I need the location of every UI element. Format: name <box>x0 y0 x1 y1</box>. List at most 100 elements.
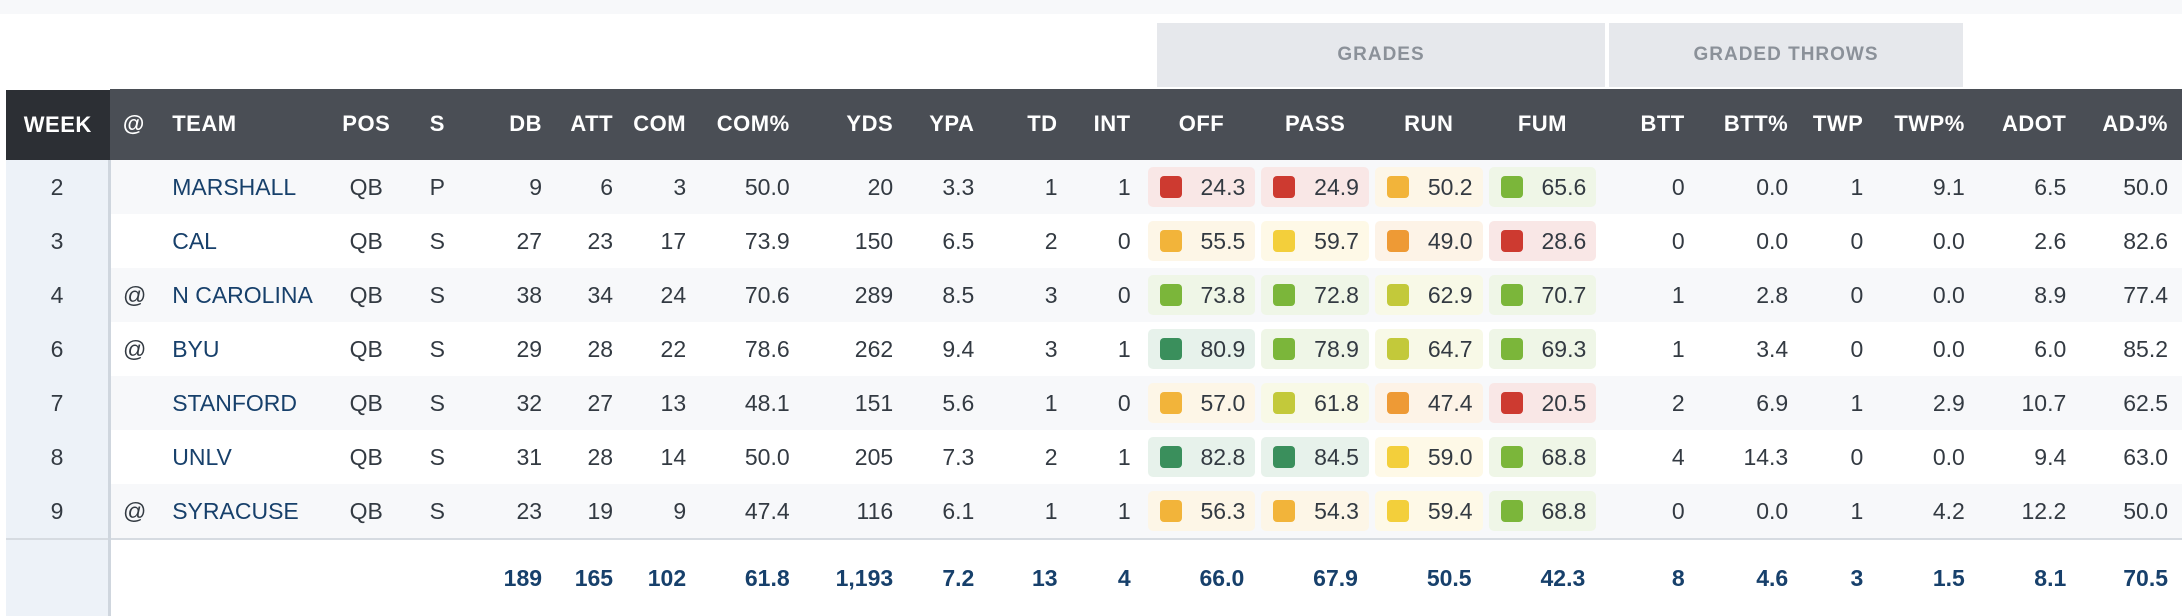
team-cell[interactable]: SYRACUSE <box>158 484 331 539</box>
table-row[interactable]: 8 UNLV QB S 31 28 14 50.0 205 7.3 2 1 82.8 84.5 59.0 68… <box>6 430 2182 484</box>
pass-grade-value: 72.8 <box>1314 281 1359 308</box>
pos-cell: QB <box>330 322 402 376</box>
col-at[interactable]: @ <box>109 88 159 160</box>
col-btt[interactable]: BTT <box>1599 88 1699 160</box>
graded-throws-group-header: GRADED THROWS <box>1609 23 1963 87</box>
total-twp-pct: 1.5 <box>1877 538 1979 616</box>
table-row[interactable]: 2 MARSHALL QB P 9 6 3 50.0 20 3.3 1 1 24.3 24.9 50.2 65… <box>6 160 2182 214</box>
int-cell: 0 <box>1071 268 1145 322</box>
btt-pct-cell: 2.8 <box>1698 268 1803 322</box>
col-td[interactable]: TD <box>988 88 1072 160</box>
pass-grade-cell: 78.9 <box>1258 322 1372 376</box>
team-cell[interactable]: MARSHALL <box>158 160 331 214</box>
com-cell: 9 <box>627 484 701 539</box>
td-cell: 1 <box>988 484 1072 539</box>
pass-grade-value: 54.3 <box>1314 497 1359 524</box>
db-cell: 23 <box>472 484 557 539</box>
team-cell[interactable]: UNLV <box>158 430 331 484</box>
col-week[interactable]: WEEK <box>6 87 110 160</box>
btt-cell: 2 <box>1599 376 1699 430</box>
col-twp-pct[interactable]: TWP% <box>1877 88 1979 160</box>
com-cell: 3 <box>627 160 701 214</box>
col-pass[interactable]: PASS <box>1258 88 1372 160</box>
col-btt-pct[interactable]: BTT% <box>1698 88 1803 160</box>
com-cell: 14 <box>627 430 701 484</box>
total-yds: 1,193 <box>803 538 908 616</box>
twp-pct-cell: 9.1 <box>1877 160 1979 214</box>
run-grade-badge: 64.7 <box>1374 329 1483 369</box>
col-adj-pct[interactable]: ADJ% <box>2080 88 2182 160</box>
run-grade-value: 64.7 <box>1427 335 1473 362</box>
col-fum[interactable]: FUM <box>1485 88 1600 160</box>
col-yds[interactable]: YDS <box>803 88 908 160</box>
table-row[interactable]: 6 @ BYU QB S 29 28 22 78.6 262 9.4 3 1 80.9 78.9 64.7 69… <box>6 322 2182 376</box>
team-cell[interactable]: STANFORD <box>158 376 331 430</box>
com-cell: 24 <box>627 268 701 322</box>
td-cell: 1 <box>988 376 1072 430</box>
grade-swatch-icon <box>1386 392 1409 414</box>
off-grade-cell: 56.3 <box>1144 484 1259 539</box>
ypa-cell: 3.3 <box>907 160 989 214</box>
fum-grade-badge: 69.3 <box>1488 329 1597 369</box>
pass-grade-cell: 84.5 <box>1258 430 1372 484</box>
att-cell: 23 <box>556 214 628 268</box>
grade-swatch-icon <box>1386 284 1409 306</box>
off-grade-cell: 82.8 <box>1144 430 1259 484</box>
twp-cell: 1 <box>1802 376 1878 430</box>
adot-cell: 12.2 <box>1978 484 2081 539</box>
col-off[interactable]: OFF <box>1144 88 1259 160</box>
total-td: 13 <box>988 538 1072 616</box>
total-btt-pct: 4.6 <box>1698 538 1803 616</box>
col-int[interactable]: INT <box>1071 88 1145 160</box>
fum-grade-cell: 69.3 <box>1485 322 1600 376</box>
com-pct-cell: 73.9 <box>700 214 804 268</box>
col-db[interactable]: DB <box>472 88 557 160</box>
s-cell: S <box>401 430 473 484</box>
col-team[interactable]: TEAM <box>158 88 331 160</box>
table-row[interactable]: 9 @ SYRACUSE QB S 23 19 9 47.4 116 6.1 1 1 56.3 54.3 59… <box>6 484 2182 539</box>
int-cell: 1 <box>1071 484 1145 539</box>
pass-grade-cell: 24.9 <box>1258 160 1372 214</box>
fum-grade-cell: 70.7 <box>1485 268 1600 322</box>
col-adot[interactable]: ADOT <box>1978 88 2081 160</box>
pass-grade-cell: 72.8 <box>1258 268 1372 322</box>
fum-grade-badge: 65.6 <box>1488 167 1597 207</box>
col-twp[interactable]: TWP <box>1802 88 1878 160</box>
table-row[interactable]: 4 @ N CAROLINA QB S 38 34 24 70.6 289 8.5 3 0 73.8 72.… <box>6 268 2182 322</box>
col-ypa[interactable]: YPA <box>907 88 989 160</box>
at-cell: @ <box>109 268 159 322</box>
at-cell <box>109 160 159 214</box>
run-grade-value: 49.0 <box>1427 227 1473 254</box>
table-row[interactable]: 3 CAL QB S 27 23 17 73.9 150 6.5 2 0 55.5 59.7 49.0 28.… <box>6 214 2182 268</box>
pass-grade-badge: 54.3 <box>1261 491 1369 531</box>
twp-pct-cell: 0.0 <box>1877 214 1979 268</box>
col-run[interactable]: RUN <box>1371 88 1486 160</box>
grade-swatch-icon <box>1386 338 1409 360</box>
grade-swatch-icon <box>1273 500 1296 522</box>
pass-grade-value: 24.9 <box>1314 173 1359 200</box>
grade-swatch-icon <box>1273 446 1296 468</box>
fum-grade-badge: 70.7 <box>1488 275 1597 315</box>
twp-pct-cell: 2.9 <box>1877 376 1979 430</box>
run-grade-badge: 59.0 <box>1374 437 1483 477</box>
team-cell[interactable]: CAL <box>158 214 331 268</box>
db-cell: 27 <box>472 214 557 268</box>
col-s[interactable]: S <box>401 88 473 160</box>
team-cell[interactable]: N CAROLINA <box>158 268 331 322</box>
team-cell[interactable]: BYU <box>158 322 331 376</box>
adot-cell: 10.7 <box>1978 376 2081 430</box>
week-cell: 3 <box>6 214 112 268</box>
col-com[interactable]: COM <box>627 88 701 160</box>
week-cell: 9 <box>6 484 112 539</box>
col-com-pct[interactable]: COM% <box>700 88 804 160</box>
col-pos[interactable]: POS <box>330 88 402 160</box>
run-grade-cell: 62.9 <box>1371 268 1486 322</box>
pass-grade-badge: 84.5 <box>1261 437 1369 477</box>
run-grade-badge: 50.2 <box>1374 167 1483 207</box>
pos-cell: QB <box>330 214 402 268</box>
table-row[interactable]: 7 STANFORD QB S 32 27 13 48.1 151 5.6 1 0 57.0 61.8 47… <box>6 376 2182 430</box>
adj-pct-cell: 77.4 <box>2080 268 2182 322</box>
col-att[interactable]: ATT <box>556 88 628 160</box>
td-cell: 2 <box>988 214 1072 268</box>
off-grade-value: 82.8 <box>1200 443 1246 470</box>
